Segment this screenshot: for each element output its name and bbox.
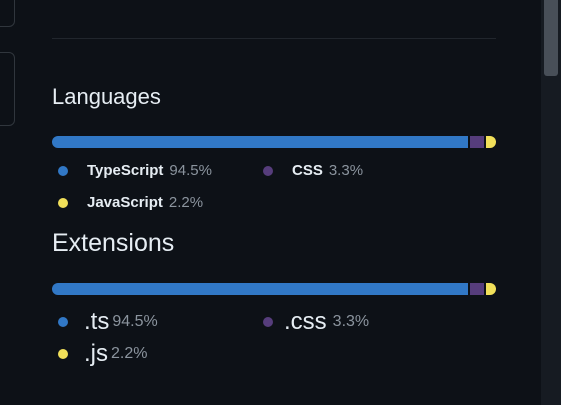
languages-legend: TypeScript 94.5% CSS 3.3% JavaScript 2.2… — [52, 162, 496, 222]
css-color-dot — [263, 165, 273, 176]
extensions-bar — [52, 283, 496, 295]
extension-item-css[interactable]: .css 3.3% — [263, 308, 369, 336]
extension-item-ts[interactable]: .ts 94.5% — [58, 308, 158, 336]
language-percent: 94.5% — [169, 162, 212, 179]
languages-heading: Languages — [52, 84, 161, 109]
extensions-heading: Extensions — [52, 229, 175, 257]
language-percent: 3.3% — [328, 162, 364, 179]
extensions-bar-segment-ts[interactable] — [52, 283, 468, 295]
language-name: JavaScript — [87, 194, 163, 211]
extensions-bar-segment-js[interactable] — [486, 283, 496, 295]
language-percent: 2.2% — [168, 194, 204, 211]
extension-percent: 3.3% — [332, 313, 370, 330]
scrollbar-thumb[interactable] — [544, 0, 558, 76]
languages-bar-segment-css[interactable] — [469, 136, 485, 148]
extension-item-js[interactable]: .js 2.2% — [58, 340, 147, 368]
languages-bar-segment-javascript[interactable] — [486, 136, 496, 148]
extension-name: .css — [284, 308, 327, 335]
repo-sidebar: Languages TypeScript 94.5% CSS 3.3% Java… — [52, 0, 496, 405]
css-ext-color-dot — [263, 317, 273, 327]
section-divider — [52, 38, 496, 39]
extension-name: .ts — [84, 308, 110, 335]
left-panel-edge — [0, 0, 15, 27]
language-item-css[interactable]: CSS 3.3% — [263, 162, 363, 179]
extension-percent: 2.2% — [111, 345, 148, 362]
languages-bar — [52, 136, 496, 148]
ts-color-dot — [58, 317, 68, 327]
language-name: TypeScript — [87, 162, 164, 179]
extensions-legend: .ts 94.5% .css 3.3% .js 2.2% — [52, 308, 496, 368]
extensions-bar-segment-css[interactable] — [469, 283, 485, 295]
extension-percent: 94.5% — [112, 313, 158, 330]
languages-bar-segment-typescript[interactable] — [52, 136, 468, 148]
page-scrollbar[interactable] — [541, 0, 561, 405]
js-color-dot — [58, 349, 68, 359]
language-name: CSS — [292, 162, 323, 179]
typescript-color-dot — [58, 165, 68, 176]
language-item-javascript[interactable]: JavaScript 2.2% — [58, 194, 203, 211]
extension-name: .js — [84, 340, 108, 367]
left-panel-card-edge — [0, 52, 15, 126]
javascript-color-dot — [58, 197, 68, 208]
language-item-typescript[interactable]: TypeScript 94.5% — [58, 162, 212, 179]
